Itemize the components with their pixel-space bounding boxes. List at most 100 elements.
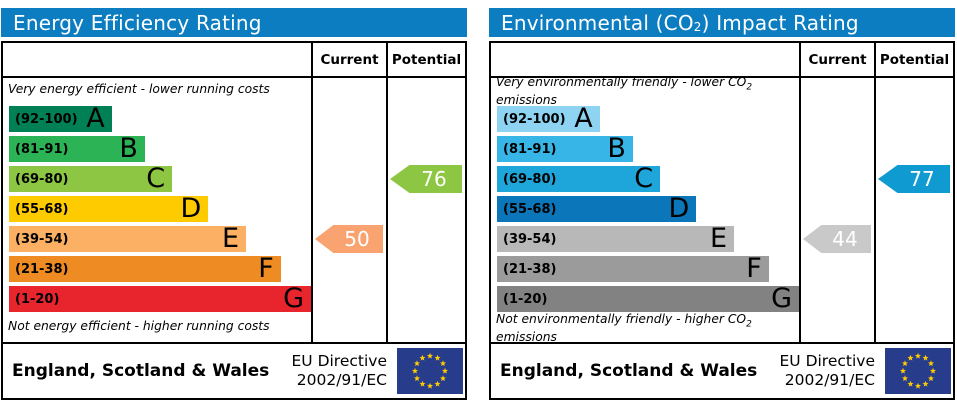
band-d-range: (55-68) (15, 201, 69, 217)
potential-rating-value: 77 (909, 167, 935, 191)
potential-column-header: Potential (386, 43, 465, 76)
band-row-d: (55-68) D (491, 194, 799, 224)
band-g-letter: G (283, 283, 304, 314)
panel-title: Energy Efficiency Rating (1, 8, 467, 37)
footer: England, Scotland & Wales EU Directive 2… (3, 342, 465, 398)
band-b-range: (81-91) (503, 141, 557, 157)
potential-column: 77 (874, 78, 953, 342)
band-f-range: (21-38) (503, 261, 557, 277)
band-c-range: (69-80) (503, 171, 557, 187)
band-row-b: (81-91) B (491, 134, 799, 164)
table-header-row: Current Potential (491, 43, 953, 78)
potential-column: 76 (386, 78, 465, 342)
band-ramp: Very environmentally friendly - lower CO… (491, 75, 799, 344)
band-g: (1-20) G (497, 285, 799, 312)
header-spacer (491, 43, 799, 76)
eu-flag (397, 348, 463, 394)
band-row-a: (92-100) A (491, 104, 799, 134)
header-spacer (3, 43, 311, 76)
region-label: England, Scotland & Wales (500, 361, 758, 381)
current-column-header: Current (311, 43, 386, 76)
panel-title: Environmental (CO 2) Impact Rating (489, 8, 955, 37)
top-caption: Very energy efficient - lower running co… (8, 82, 270, 97)
current-column: 50 (311, 78, 386, 342)
eu-flag (885, 348, 951, 394)
energy-efficiency-panel: Energy Efficiency Rating Current Potenti… (1, 8, 467, 400)
band-e: (39-54) E (9, 223, 247, 254)
band-row-c: (69-80) C (3, 164, 311, 194)
band-b-range: (81-91) (15, 141, 69, 157)
band-c: (69-80) C (9, 163, 173, 194)
panel-title-text: Energy Efficiency Rating (13, 10, 262, 35)
table-header-row: Current Potential (3, 43, 465, 78)
band-g-range: (1-20) (15, 291, 60, 307)
rating-table: Current Potential Very environmentally f… (489, 41, 955, 400)
band-b-letter: B (607, 133, 626, 164)
current-rating-value: 50 (344, 227, 370, 251)
band-e: (39-54) E (497, 223, 735, 254)
eu-directive-label: EU Directive 2002/91/EC (780, 352, 876, 390)
band-g: (1-20) G (9, 283, 311, 314)
rating-table: Current Potential Very energy efficient … (1, 41, 467, 400)
panel-title-sub: 2 (693, 20, 702, 34)
bottom-caption: Not energy efficient - higher running co… (8, 319, 270, 334)
current-rating-arrow: 44 (803, 225, 871, 253)
band-c-range: (69-80) (15, 171, 69, 187)
band-a: (92-100) A (9, 103, 112, 134)
band-f-letter: F (746, 253, 762, 284)
panel-title-text: Environmental (CO (501, 10, 694, 35)
band-f-letter: F (258, 253, 274, 284)
band-row-g: (1-20) G (491, 284, 799, 314)
potential-rating-arrow: 77 (878, 165, 950, 193)
band-a-letter: A (86, 103, 105, 134)
eu-directive-line1: EU Directive (291, 352, 388, 370)
band-b: (81-91) B (9, 133, 145, 164)
potential-rating-value: 76 (421, 167, 447, 191)
bottom-caption: Not environmentally friendly - higher CO… (496, 312, 752, 344)
potential-rating-arrow: 76 (390, 165, 462, 193)
current-rating-arrow: 50 (315, 225, 383, 253)
band-c-letter: C (146, 163, 166, 194)
band-c: (69-80) C (497, 163, 661, 194)
eu-directive-label: EU Directive 2002/91/EC (292, 352, 388, 390)
region-label: England, Scotland & Wales (12, 361, 270, 381)
band-a-range: (92-100) (15, 111, 78, 127)
band-row-g: (1-20) G (3, 284, 311, 314)
band-d: (55-68) D (9, 195, 209, 222)
band-row-f: (21-38) F (491, 254, 799, 284)
band-g-range: (1-20) (503, 291, 548, 307)
table-body: Very environmentally friendly - lower CO… (491, 75, 953, 344)
band-row-a: (92-100) A (3, 104, 311, 134)
band-a-letter: A (574, 103, 593, 134)
footer: England, Scotland & Wales EU Directive 2… (491, 342, 953, 398)
band-row-b: (81-91) B (3, 134, 311, 164)
band-ramp: Very energy efficient - lower running co… (3, 78, 311, 342)
band-row-c: (69-80) C (491, 164, 799, 194)
band-a-range: (92-100) (503, 111, 566, 127)
band-e-letter: E (222, 223, 240, 254)
band-a: (92-100) A (497, 103, 600, 134)
band-e-range: (39-54) (15, 231, 69, 247)
current-column-header: Current (799, 43, 874, 76)
environmental-impact-panel: Environmental (CO 2) Impact Rating Curren… (489, 8, 955, 400)
band-row-f: (21-38) F (3, 254, 311, 284)
band-f: (21-38) F (497, 253, 769, 284)
band-b-letter: B (119, 133, 138, 164)
band-d-range: (55-68) (503, 201, 557, 217)
eu-directive-line2: 2002/91/EC (296, 371, 387, 389)
current-rating-value: 44 (832, 227, 858, 251)
potential-column-header: Potential (874, 43, 953, 76)
table-body: Very energy efficient - lower running co… (3, 78, 465, 342)
band-row-d: (55-68) D (3, 194, 311, 224)
band-e-range: (39-54) (503, 231, 557, 247)
band-d: (55-68) D (497, 195, 697, 222)
band-f: (21-38) F (9, 253, 281, 284)
eu-directive-line1: EU Directive (779, 352, 876, 370)
band-f-range: (21-38) (15, 261, 69, 277)
band-row-e: (39-54) E (3, 224, 311, 254)
band-row-e: (39-54) E (491, 224, 799, 254)
panel-title-rest: ) Impact Rating (701, 10, 859, 35)
band-c-letter: C (634, 163, 654, 194)
top-caption: Very environmentally friendly - lower CO… (496, 75, 753, 107)
band-e-letter: E (710, 223, 728, 254)
